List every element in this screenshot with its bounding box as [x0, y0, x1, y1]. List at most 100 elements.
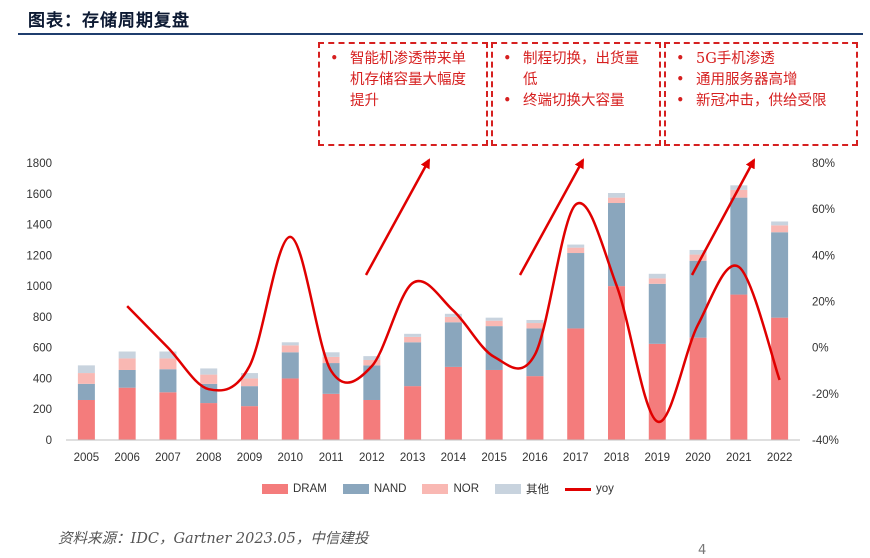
- legend-swatch: [565, 487, 592, 491]
- y2-tick-label: 60%: [812, 204, 835, 216]
- bar-nor-2019: [648, 278, 666, 284]
- bar-其他-2011: [322, 352, 340, 357]
- x-tick-label: 2009: [237, 452, 263, 464]
- bar-其他-2014: [444, 313, 462, 317]
- bar-nor-2017: [567, 247, 585, 254]
- bar-其他-2006: [118, 351, 136, 359]
- x-tick-label: 2021: [726, 452, 752, 464]
- bar-nor-2014: [444, 316, 462, 323]
- x-tick-label: 2016: [522, 452, 548, 464]
- bar-其他-2017: [567, 244, 585, 248]
- bar-其他-2005: [77, 365, 95, 374]
- legend-swatch: [342, 484, 369, 494]
- annotation-item: 5G手机渗透: [674, 49, 850, 70]
- bar-dram-2007: [159, 392, 177, 440]
- bar-dram-2016: [526, 376, 544, 440]
- source-note: 资料来源：IDC，Gartner 2023.05，中信建投: [58, 531, 369, 547]
- x-tick-label: 2008: [196, 452, 222, 464]
- bar-nand-2007: [159, 369, 177, 393]
- x-tick-label: 2019: [644, 452, 670, 464]
- axis-layer: 2005 2006 2007 2008 2009 2010 2011 2012 2013 2014…: [26, 158, 838, 464]
- legend-swatch: [262, 484, 288, 494]
- bar-nor-2006: [118, 358, 136, 370]
- yoy-line: [126, 201, 781, 423]
- y2-tick-label: 40%: [812, 250, 835, 262]
- y-tick-label: 1600: [26, 189, 52, 201]
- annotation-item: 终端切换大容量: [501, 91, 653, 112]
- bar-其他-2020: [689, 249, 707, 255]
- legend-item-nand: NAND: [342, 483, 407, 495]
- annotation-box-process: 制程切换，出货量低 终端切换大容量: [491, 42, 661, 146]
- bar-dram-2017: [567, 328, 585, 440]
- title-divider: [18, 33, 863, 35]
- bar-nand-2017: [567, 253, 585, 329]
- bar-dram-2014: [444, 366, 462, 440]
- bar-nor-2016: [526, 323, 544, 329]
- y-tick-label: 1800: [26, 158, 52, 170]
- bar-nor-2020: [689, 254, 707, 261]
- annotation-box-5g: 5G手机渗透 通用服务器高增 新冠冲击，供给受限: [664, 42, 858, 146]
- bar-其他-2022: [771, 221, 789, 226]
- x-tick-label: 2017: [563, 452, 589, 464]
- bar-nor-2009: [241, 378, 258, 387]
- legend-item-dram: DRAM: [262, 483, 327, 495]
- page-title: 图表：存储周期复盘: [28, 11, 190, 31]
- bar-nor-2013: [404, 336, 422, 343]
- bar-dram-2020: [689, 337, 707, 440]
- bar-dram-2009: [241, 406, 258, 440]
- x-tick-label: 2013: [400, 452, 426, 464]
- bar-dram-2012: [363, 399, 381, 440]
- bar-其他-2009: [241, 373, 258, 379]
- y2-tick-label: -40%: [812, 435, 839, 447]
- bar-nor-2010: [281, 345, 299, 353]
- bar-nor-2015: [485, 320, 503, 327]
- bar-dram-2010: [281, 378, 299, 440]
- legend-swatch: [422, 484, 449, 494]
- y-tick-label: 400: [33, 373, 52, 385]
- bar-nand-2018: [608, 203, 625, 287]
- page-number: 4: [698, 543, 707, 558]
- bar-其他-2018: [608, 193, 625, 198]
- x-tick-label: 2011: [319, 452, 344, 464]
- bar-dram-2015: [485, 369, 503, 440]
- bar-其他-2010: [281, 342, 299, 346]
- bar-nor-2022: [771, 225, 789, 233]
- bar-nor-2012: [363, 359, 381, 366]
- x-tick-label: 2010: [277, 452, 303, 464]
- y-tick-label: 600: [33, 343, 52, 355]
- trend-arrows: [364, 158, 756, 276]
- annotation-item: 智能机渗透带来单机存储容量大幅度提升: [328, 49, 480, 112]
- y-tick-label: 1000: [26, 281, 52, 293]
- bar-nand-2005: [77, 383, 95, 400]
- y-tick-label: 200: [33, 404, 52, 416]
- y-tick-label: 1200: [26, 250, 52, 262]
- x-tick-label: 2005: [74, 452, 100, 464]
- bar-nand-2009: [241, 386, 258, 407]
- bar-dram-2005: [77, 399, 95, 440]
- bar-nand-2013: [404, 342, 422, 387]
- x-tick-label: 2006: [114, 452, 140, 464]
- bar-nor-2007: [159, 358, 177, 370]
- bar-nand-2011: [322, 363, 340, 394]
- x-tick-label: 2014: [441, 452, 467, 464]
- bar-dram-2021: [730, 294, 748, 440]
- legend-label: yoy: [596, 483, 614, 495]
- x-tick-label: 2007: [155, 452, 181, 464]
- bar-nand-2022: [771, 232, 789, 318]
- bar-nand-2021: [730, 197, 748, 295]
- bar-nor-2021: [730, 189, 748, 198]
- legend-item-yoy: yoy: [565, 483, 614, 495]
- x-tick-label: 2012: [359, 452, 385, 464]
- y-tick-label: 1400: [26, 220, 52, 232]
- legend-label: NAND: [373, 483, 407, 495]
- bar-dram-2006: [118, 387, 136, 440]
- y2-tick-label: 0%: [812, 343, 829, 355]
- annotation-box-smartphone: 智能机渗透带来单机存储容量大幅度提升: [318, 42, 488, 146]
- bar-dram-2013: [404, 386, 422, 440]
- x-tick-label: 2018: [604, 452, 630, 464]
- bar-nand-2006: [118, 369, 136, 388]
- bar-dram-2011: [322, 393, 340, 440]
- bar-其他-2007: [159, 351, 177, 359]
- legend-item-nor: NOR: [422, 483, 479, 495]
